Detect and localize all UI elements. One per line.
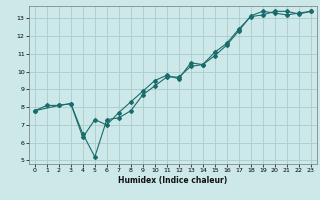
X-axis label: Humidex (Indice chaleur): Humidex (Indice chaleur)	[118, 176, 228, 185]
